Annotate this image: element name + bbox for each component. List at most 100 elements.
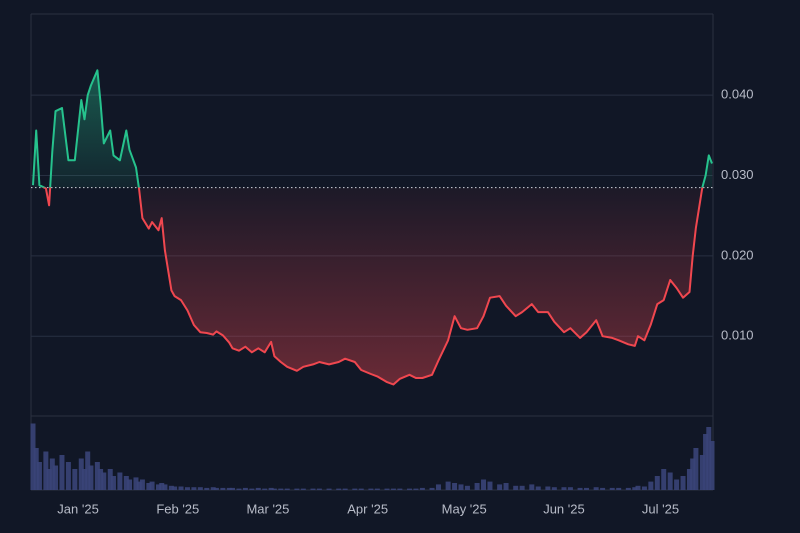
volume-bar bbox=[220, 487, 226, 490]
volume-bar bbox=[30, 423, 36, 490]
volume-bar bbox=[88, 465, 94, 490]
volume-bar bbox=[648, 481, 654, 490]
volume-bar bbox=[204, 487, 210, 490]
volume-bar bbox=[136, 481, 142, 490]
volume-bar bbox=[567, 487, 573, 490]
volume-bar bbox=[168, 485, 174, 490]
volume-bar bbox=[127, 479, 133, 490]
volume-bar bbox=[98, 469, 104, 490]
volume-bar bbox=[632, 487, 638, 490]
x-tick-label: Jun '25 bbox=[543, 501, 585, 516]
volume-bar bbox=[81, 469, 87, 490]
volume-bar bbox=[59, 455, 65, 490]
volume-bar bbox=[262, 488, 268, 490]
volume-bar bbox=[513, 485, 519, 490]
volume-bar bbox=[481, 479, 487, 490]
volume-bar bbox=[641, 486, 647, 490]
volume-bar bbox=[686, 469, 692, 490]
volume-bar bbox=[699, 455, 705, 490]
volume-bar bbox=[384, 488, 390, 490]
volume-bar bbox=[146, 483, 152, 490]
volume-bar bbox=[374, 488, 380, 490]
volume-bar bbox=[593, 487, 599, 490]
volume-bar bbox=[316, 488, 322, 490]
volume-bar bbox=[674, 479, 680, 490]
volume-bar bbox=[577, 487, 583, 490]
baseline-area bbox=[33, 70, 712, 385]
volume-bar bbox=[172, 486, 178, 490]
volume-bar bbox=[703, 434, 709, 490]
volume-bar bbox=[197, 487, 203, 490]
volume-bar bbox=[213, 487, 219, 490]
volume-bar bbox=[709, 441, 715, 490]
volume-bar bbox=[680, 476, 686, 490]
volume-bar bbox=[210, 487, 216, 490]
x-tick-label: May '25 bbox=[442, 501, 487, 516]
volume-bar bbox=[551, 487, 557, 490]
volume-bar bbox=[78, 458, 84, 490]
volume-bar bbox=[149, 481, 155, 490]
volume-bar bbox=[503, 483, 509, 490]
volume-bar bbox=[342, 488, 348, 490]
volume-bar bbox=[600, 487, 606, 490]
volume-bar bbox=[294, 488, 300, 490]
volume-bar bbox=[230, 487, 236, 490]
volume-bar bbox=[139, 479, 145, 490]
y-tick-label: 0.010 bbox=[721, 328, 754, 343]
volume-bar bbox=[178, 486, 184, 490]
volume-bar bbox=[464, 485, 470, 490]
y-tick-label: 0.030 bbox=[721, 167, 754, 182]
volume-bar bbox=[390, 488, 396, 490]
volume-bar bbox=[249, 488, 255, 490]
volume-bar bbox=[474, 483, 480, 490]
volume-bar bbox=[667, 472, 673, 490]
volume-bar bbox=[452, 483, 458, 490]
volume-bar bbox=[497, 484, 503, 490]
volume-bar bbox=[326, 488, 332, 490]
y-tick-label: 0.020 bbox=[721, 247, 754, 262]
volume-bar bbox=[545, 486, 551, 490]
volume-bar bbox=[413, 488, 419, 490]
price-line bbox=[32, 69, 713, 386]
volume-bar bbox=[690, 458, 696, 490]
x-tick-label: Mar '25 bbox=[246, 501, 289, 516]
volume-bar bbox=[226, 487, 232, 490]
volume-bar bbox=[609, 487, 615, 490]
x-tick-label: Jul '25 bbox=[642, 501, 679, 516]
volume-bar bbox=[458, 484, 464, 490]
volume-bar bbox=[271, 488, 277, 490]
volume-bar bbox=[242, 487, 248, 490]
volume-bar bbox=[107, 469, 113, 490]
volume-bar bbox=[117, 472, 123, 490]
volume-bar bbox=[36, 462, 42, 490]
volume-bar bbox=[419, 487, 425, 490]
volume-bar bbox=[162, 484, 168, 490]
volume-bar bbox=[268, 487, 274, 490]
volume-bar bbox=[336, 488, 342, 490]
x-tick-label: Jan '25 bbox=[57, 501, 99, 516]
volume-bar bbox=[519, 485, 525, 490]
volume-bar bbox=[445, 481, 451, 490]
volume-bar bbox=[429, 487, 435, 490]
volume-bar bbox=[53, 465, 59, 490]
x-tick-label: Apr '25 bbox=[347, 501, 388, 516]
volume-bar bbox=[101, 472, 107, 490]
volume-bar bbox=[583, 487, 589, 490]
volume-bar bbox=[110, 476, 116, 490]
volume-bar bbox=[255, 487, 261, 490]
volume-bar bbox=[159, 483, 165, 490]
volume-bar bbox=[133, 477, 139, 490]
volume-bar bbox=[85, 451, 91, 490]
volume-bar bbox=[352, 488, 358, 490]
volume-bar bbox=[368, 488, 374, 490]
volume-bar bbox=[693, 448, 699, 490]
volume-bar bbox=[616, 487, 622, 490]
volume-bar bbox=[278, 488, 284, 490]
volume-bar bbox=[661, 469, 667, 490]
volume-bar bbox=[284, 488, 290, 490]
volume-bar bbox=[397, 488, 403, 490]
volume-bar bbox=[535, 486, 541, 490]
volume-bar bbox=[94, 462, 100, 490]
volume-bar bbox=[33, 448, 39, 490]
